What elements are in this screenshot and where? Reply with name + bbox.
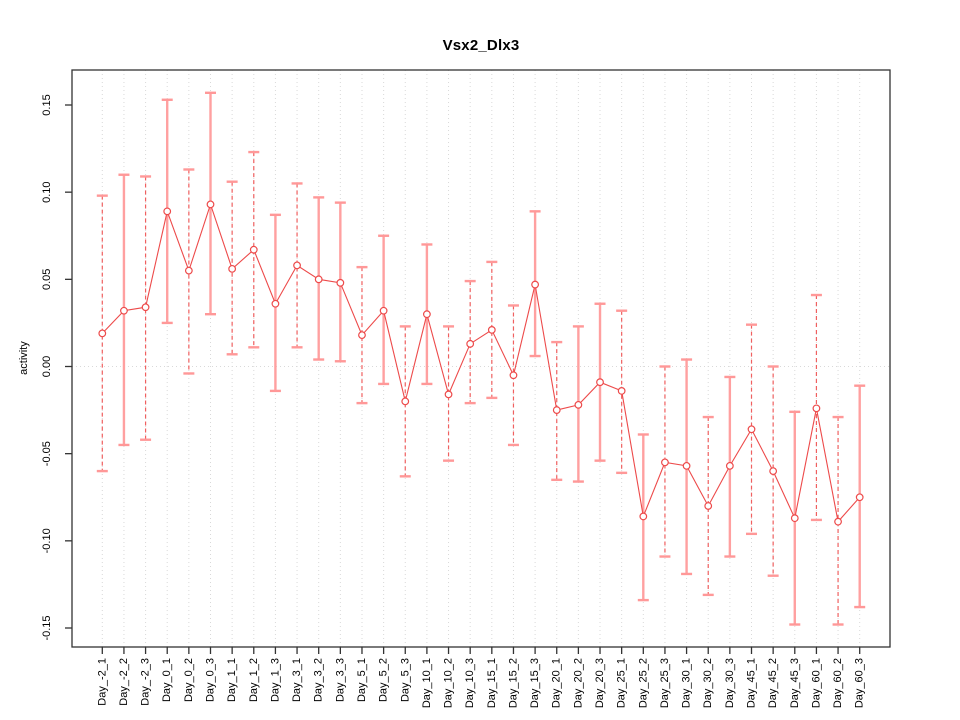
x-tick-label: Day_15_1 xyxy=(486,658,498,708)
data-point xyxy=(184,266,193,275)
x-tick-label: Day_1_2 xyxy=(248,658,260,702)
x-tick-label: Day_10_2 xyxy=(443,658,455,708)
data-point xyxy=(834,517,842,526)
data-point xyxy=(444,390,453,399)
x-tick-label: Day_3_2 xyxy=(313,658,325,702)
x-tick-label: Day_60_2 xyxy=(832,658,844,708)
y-tick-label: 0.00 xyxy=(41,356,53,377)
data-point xyxy=(120,306,128,315)
data-point xyxy=(661,458,669,467)
x-tick-label: Day_30_2 xyxy=(702,658,714,708)
x-tick-label: Day_0_1 xyxy=(161,658,173,702)
x-tick-label: Day_5_1 xyxy=(356,658,368,702)
x-tick-label: Day_-2_3 xyxy=(140,658,152,706)
x-tick-label: Day_60_3 xyxy=(854,658,866,708)
x-tick-label: Day_20_3 xyxy=(594,658,606,708)
x-tick-label: Day_3_3 xyxy=(334,658,346,702)
data-point xyxy=(639,512,648,521)
data-point xyxy=(704,502,713,510)
x-tick-label: Day_-2_1 xyxy=(96,658,108,706)
x-tick-label: Day_25_2 xyxy=(637,658,649,708)
y-axis-label: activity xyxy=(18,341,30,375)
x-tick-label: Day_60_1 xyxy=(810,658,822,708)
x-tick-label: Day_25_3 xyxy=(659,658,671,708)
data-point xyxy=(812,404,821,413)
x-tick-label: Day_0_2 xyxy=(183,658,195,702)
series-line xyxy=(101,202,861,523)
chart-title: Vsx2_Dlx3 xyxy=(442,37,520,54)
y-tick-label: 0.10 xyxy=(41,181,53,202)
data-point xyxy=(141,303,150,312)
x-tick-label: Day_20_2 xyxy=(572,658,584,708)
data-point xyxy=(336,278,345,287)
data-point xyxy=(379,306,388,315)
x-tick-label: Day_45_2 xyxy=(767,658,779,708)
y-tick-label: -0.05 xyxy=(41,441,53,466)
x-tick-label: Day_0_3 xyxy=(204,658,216,702)
x-tick-label: Day_5_3 xyxy=(399,658,411,702)
data-point xyxy=(422,310,431,319)
data-point xyxy=(552,406,561,414)
x-tick-label: Day_-2_2 xyxy=(118,658,130,706)
y-tick-label: -0.15 xyxy=(41,615,53,640)
data-point xyxy=(855,493,864,502)
x-tick-label: Day_15_3 xyxy=(529,658,541,708)
x-tick-label: Day_1_1 xyxy=(226,658,238,702)
data-point xyxy=(466,339,475,348)
x-tick-label: Day_1_3 xyxy=(269,658,281,702)
data-point xyxy=(531,280,540,289)
data-point xyxy=(790,514,799,523)
x-tick-label: Day_45_1 xyxy=(746,658,758,708)
x-tick-label: Day_20_1 xyxy=(551,658,563,708)
data-point xyxy=(228,264,237,273)
data-point xyxy=(98,329,107,338)
data-point xyxy=(509,371,518,380)
x-tick-label: Day_15_2 xyxy=(507,658,519,708)
data-point xyxy=(206,200,215,209)
x-tick-label: Day_30_3 xyxy=(724,658,736,708)
x-tick-label: Day_25_1 xyxy=(616,658,628,708)
data-point xyxy=(293,261,301,270)
x-tick-label: Day_30_1 xyxy=(681,658,693,708)
data-point xyxy=(358,331,366,340)
data-point xyxy=(314,275,323,284)
y-tick-label: -0.10 xyxy=(41,528,53,553)
data-point xyxy=(271,299,280,308)
data-point xyxy=(487,325,496,334)
data-point xyxy=(617,387,626,395)
x-tick-label: Day_3_1 xyxy=(291,658,303,702)
y-tick-label: 0.05 xyxy=(41,269,53,290)
data-point xyxy=(574,400,583,409)
x-tick-label: Day_10_1 xyxy=(421,658,433,708)
data-point xyxy=(725,461,734,470)
y-tick-label: 0.15 xyxy=(41,94,53,115)
data-point xyxy=(682,461,691,470)
x-tick-label: Day_5_2 xyxy=(378,658,390,702)
data-point xyxy=(163,207,172,216)
plot-border xyxy=(71,69,891,648)
data-point xyxy=(596,378,604,387)
data-point xyxy=(249,245,258,254)
x-tick-label: Day_45_3 xyxy=(789,658,801,708)
data-point xyxy=(401,397,410,406)
data-point xyxy=(747,425,756,434)
x-tick-label: Day_10_3 xyxy=(464,658,476,708)
data-point xyxy=(769,467,778,476)
